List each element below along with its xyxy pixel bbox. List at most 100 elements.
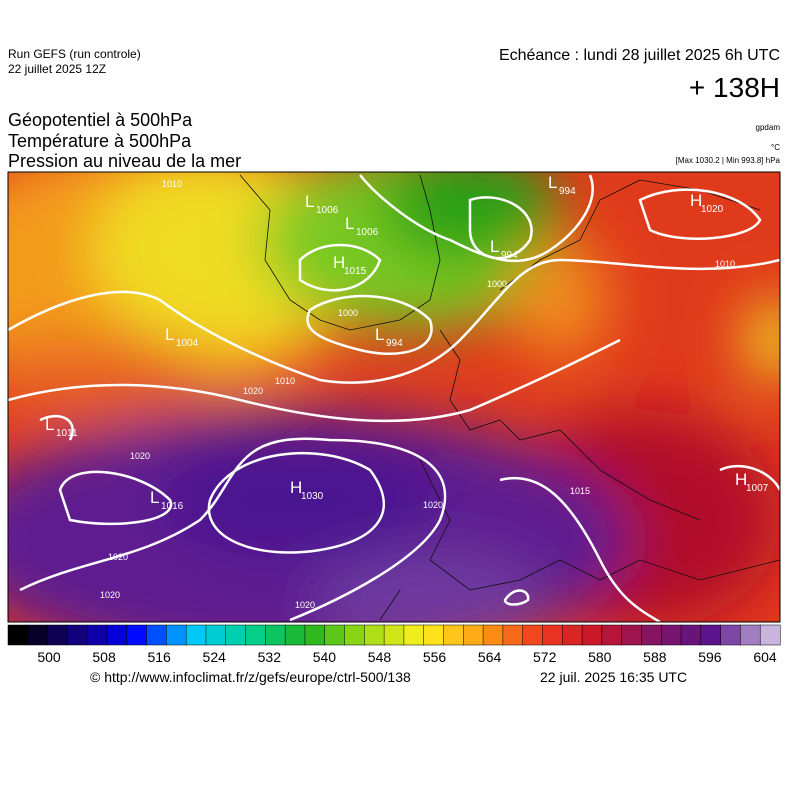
colorbar-tick-label: 548 bbox=[368, 649, 392, 665]
isobar-label: 1020 bbox=[108, 552, 128, 562]
timestamp: 22 juil. 2025 16:35 UTC bbox=[540, 669, 687, 685]
colorbar-swatch bbox=[126, 624, 148, 646]
colorbar-swatch bbox=[106, 624, 128, 646]
colorbar-swatch bbox=[482, 624, 504, 646]
colorbar-swatch bbox=[185, 624, 207, 646]
isobar-label: 1020 bbox=[130, 451, 150, 461]
colorbar-tick-label: 500 bbox=[37, 649, 61, 665]
colorbar-swatch bbox=[284, 624, 306, 646]
unit-label: gpdam bbox=[756, 123, 781, 132]
center-letter: L bbox=[305, 192, 314, 211]
center-pressure: 1016 bbox=[161, 501, 184, 512]
colorbar-swatch bbox=[680, 624, 702, 646]
colorbar-swatch bbox=[166, 624, 187, 646]
isobar-label: 1000 bbox=[487, 279, 507, 289]
colorbar-swatch bbox=[720, 624, 741, 646]
center-pressure: 994 bbox=[501, 250, 518, 261]
colorbar-swatch bbox=[700, 624, 722, 646]
colorbar-swatch bbox=[324, 624, 346, 646]
isobar-label: 1015 bbox=[570, 486, 590, 496]
center-letter: H bbox=[735, 470, 747, 489]
colorbar-swatch bbox=[621, 624, 642, 646]
center-letter: H bbox=[290, 478, 302, 497]
isobar-label: 1010 bbox=[162, 179, 182, 189]
colorbar-swatch bbox=[522, 624, 544, 646]
isobar-label: 1020 bbox=[243, 386, 263, 396]
colorbar-swatch bbox=[86, 624, 108, 646]
center-letter: L bbox=[375, 325, 384, 344]
center-pressure: 1015 bbox=[344, 266, 367, 277]
center-letter: L bbox=[150, 488, 159, 507]
colorbar-swatch bbox=[146, 624, 167, 646]
field-label: Pression au niveau de la mer bbox=[8, 151, 241, 171]
colorbar-swatch bbox=[265, 624, 286, 646]
colorbar-swatch bbox=[67, 624, 88, 646]
colorbar-tick-label: 508 bbox=[92, 649, 116, 665]
colorbar-tick-label: 596 bbox=[698, 649, 722, 665]
colorbar-tick-label: 572 bbox=[533, 649, 557, 665]
center-pressure: 1007 bbox=[746, 483, 769, 494]
colorbar-tick-label: 604 bbox=[753, 649, 777, 665]
colorbar-tick-label: 516 bbox=[147, 649, 171, 665]
colorbar-swatch bbox=[47, 624, 68, 646]
colorbar-swatch bbox=[364, 624, 385, 646]
center-pressure: 1020 bbox=[701, 204, 724, 215]
field-label: Géopotentiel à 500hPa bbox=[8, 110, 193, 130]
unit-label: [Max 1030.2 | Min 993.8] hPa bbox=[676, 156, 781, 165]
isobar-label: 1020 bbox=[295, 600, 315, 610]
colorbar-swatch bbox=[245, 624, 266, 646]
colorbar-swatch bbox=[542, 624, 563, 646]
colorbar-tick-label: 564 bbox=[478, 649, 502, 665]
forecast-time: Echéance : lundi 28 juillet 2025 6h UTC bbox=[499, 47, 780, 64]
colorbar-swatch bbox=[7, 624, 29, 646]
center-pressure: 1011 bbox=[56, 428, 78, 439]
isobars bbox=[8, 174, 780, 622]
center-letter: L bbox=[490, 237, 499, 256]
unit-label: °C bbox=[771, 143, 780, 152]
center-letter: H bbox=[690, 191, 702, 210]
center-pressure: 994 bbox=[559, 186, 576, 197]
colorbar-swatch bbox=[423, 624, 445, 646]
colorbar-tick-label: 540 bbox=[313, 649, 337, 665]
center-letter: L bbox=[345, 214, 354, 233]
colorbar-swatch bbox=[205, 624, 227, 646]
colorbar-tick-label: 524 bbox=[203, 649, 227, 665]
forecast-hour: + 138H bbox=[689, 72, 780, 103]
colorbar-swatch bbox=[502, 624, 524, 646]
colorbar-tick-label: 580 bbox=[588, 649, 612, 665]
colorbar-swatch bbox=[27, 624, 49, 646]
colorbar-swatch bbox=[463, 624, 484, 646]
colorbar-swatch bbox=[225, 624, 247, 646]
isobar-label: 1020 bbox=[100, 590, 120, 600]
run-date: 22 juillet 2025 12Z bbox=[8, 62, 106, 76]
center-letter: L bbox=[548, 173, 557, 192]
isobar-label: 1020 bbox=[423, 500, 443, 510]
source-url: © http://www.infoclimat.fr/z/gefs/europe… bbox=[90, 669, 411, 685]
colorbar-swatch bbox=[740, 624, 761, 646]
center-letter: L bbox=[165, 325, 174, 344]
colorbar-swatch bbox=[660, 624, 682, 646]
center-pressure: 1030 bbox=[301, 491, 324, 502]
colorbar-swatch bbox=[562, 624, 583, 646]
colorbar-tick-label: 588 bbox=[643, 649, 667, 665]
run-label: Run GEFS (run controle) bbox=[8, 47, 141, 61]
isobar-label: 1010 bbox=[715, 259, 735, 269]
colorbar-swatch bbox=[443, 624, 464, 646]
colorbar-tick-label: 556 bbox=[423, 649, 447, 665]
colorbar-tick-label: 532 bbox=[258, 649, 282, 665]
colorbar bbox=[7, 624, 781, 646]
center-pressure: 1004 bbox=[176, 338, 199, 349]
map-frame bbox=[7, 171, 781, 623]
colorbar-swatch bbox=[641, 624, 662, 646]
colorbar-swatch bbox=[403, 624, 425, 646]
center-letter: H bbox=[333, 253, 345, 272]
colorbar-swatch bbox=[383, 624, 405, 646]
colorbar-swatch bbox=[581, 624, 603, 646]
colorbar-swatch bbox=[344, 624, 365, 646]
isobar-label: 1010 bbox=[275, 376, 295, 386]
colorbar-swatch bbox=[304, 624, 326, 646]
center-letter: L bbox=[45, 415, 54, 434]
colorbar-swatch bbox=[601, 624, 623, 646]
colorbar-swatch bbox=[759, 624, 781, 646]
